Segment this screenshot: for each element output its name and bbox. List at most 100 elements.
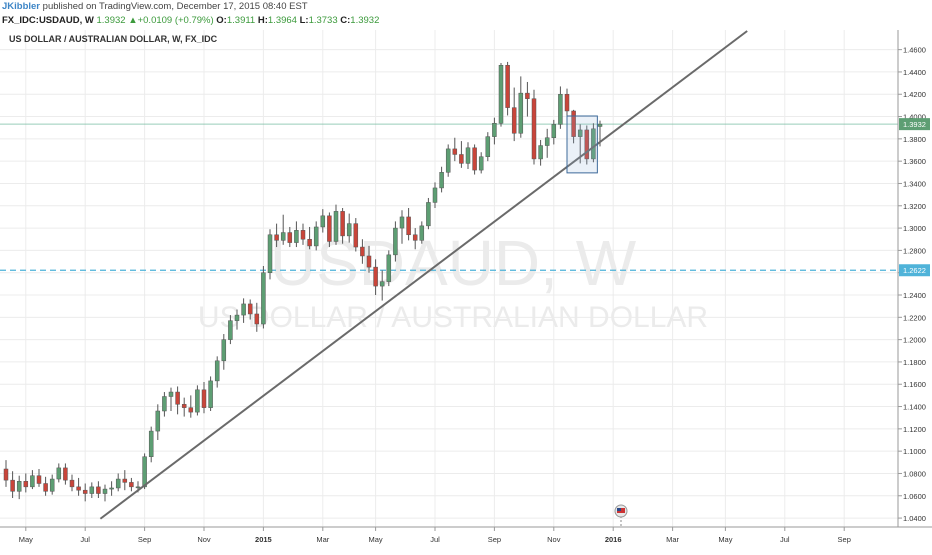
candle-up xyxy=(346,213,352,243)
candle-body xyxy=(419,225,425,241)
candle-body xyxy=(505,64,510,108)
watermark-name: US DOLLAR / AUSTRALIAN DOLLAR xyxy=(198,301,708,334)
price-tick-label: 1.4200 xyxy=(903,90,926,99)
candle-up xyxy=(294,221,299,248)
candle-body xyxy=(459,154,464,164)
low-label: L: xyxy=(299,15,309,26)
highlight-box[interactable] xyxy=(566,115,598,174)
price-tick-label: 1.1400 xyxy=(903,403,926,412)
candle-down xyxy=(353,218,359,252)
candle-up xyxy=(155,404,161,441)
candle-body xyxy=(122,478,128,483)
candle-up xyxy=(558,86,563,129)
price-tick-label: 1.0400 xyxy=(903,514,926,523)
candle-down xyxy=(472,144,477,175)
candle-down xyxy=(340,208,345,244)
candle-up xyxy=(162,392,167,417)
candle-body xyxy=(386,254,392,282)
price-tick-label: 1.2000 xyxy=(903,336,926,345)
price-tick-label: 1.1200 xyxy=(903,425,926,434)
candle-body xyxy=(478,156,484,171)
low-value: 1.3733 xyxy=(308,15,338,26)
candle-down xyxy=(63,463,68,485)
candle-body xyxy=(412,234,418,241)
candle-up xyxy=(518,76,524,138)
candle-body xyxy=(181,404,187,408)
candle-body xyxy=(465,147,471,164)
candle-up xyxy=(241,298,246,323)
candle-body xyxy=(56,467,62,480)
candle-down xyxy=(525,81,530,117)
candle-body xyxy=(168,391,174,397)
candle-body xyxy=(96,486,101,494)
author-link[interactable]: JKibbler xyxy=(2,1,41,12)
time-tick-label: May xyxy=(19,535,33,544)
candle-body xyxy=(597,123,603,127)
candle-body xyxy=(538,145,543,160)
candle-body xyxy=(280,232,286,241)
candle-body xyxy=(135,486,141,489)
price-tick-label: 1.4400 xyxy=(903,68,926,77)
candle-down xyxy=(181,397,187,417)
price-tick-label: 1.1000 xyxy=(903,447,926,456)
candle-body xyxy=(214,360,220,382)
candle-down xyxy=(327,212,332,248)
event-marker[interactable] xyxy=(614,504,628,527)
candle-body xyxy=(102,488,108,494)
price-tick-label: 1.0600 xyxy=(903,492,926,501)
chart-frame[interactable]: USDAUD, W US DOLLAR / AUSTRALIAN DOLLAR … xyxy=(0,30,932,550)
candle-body xyxy=(129,482,134,488)
price-axis[interactable]: 1.4600 1.4400 1.4200 1.4000 1.3800 1.3600 1.34… xyxy=(898,46,930,523)
candle-up xyxy=(115,473,121,492)
candle-body xyxy=(472,147,477,171)
high-value: 1.3964 xyxy=(267,15,297,26)
candle-body xyxy=(162,396,167,412)
candle-down xyxy=(3,460,9,487)
candle-down xyxy=(10,471,15,499)
candle-up xyxy=(30,470,35,490)
time-tick-label: May xyxy=(369,535,383,544)
candle-body xyxy=(241,303,246,316)
candle-body xyxy=(340,211,345,237)
time-tick-label: Sep xyxy=(488,535,501,544)
candle-body xyxy=(247,303,253,315)
watermark: USDAUD, W US DOLLAR / AUSTRALIAN DOLLAR xyxy=(198,227,708,334)
candle-body xyxy=(294,230,299,243)
candle-body xyxy=(531,98,537,160)
time-axis[interactable]: May Jul Sep Nov 2015 Mar May Jul Sep Nov 2016 Mar Ma… xyxy=(19,527,851,544)
time-tick-label: Jul xyxy=(780,535,790,544)
trendline[interactable] xyxy=(99,30,748,520)
candle-down xyxy=(412,228,418,250)
candle-up xyxy=(591,123,596,163)
candle-down xyxy=(76,477,81,496)
candle-down xyxy=(360,239,365,264)
candle-body xyxy=(498,64,504,124)
support-tag xyxy=(899,264,930,277)
candle-up xyxy=(267,229,273,280)
candle-down xyxy=(201,382,207,414)
candle-body xyxy=(379,281,385,287)
candle-body xyxy=(63,467,68,481)
candle-body xyxy=(511,107,517,134)
candle-body xyxy=(43,483,48,492)
candle-body xyxy=(148,430,154,457)
candle-down xyxy=(69,474,75,492)
candle-body xyxy=(313,226,319,247)
candle-body xyxy=(10,479,15,492)
price-tick-label: 1.1800 xyxy=(903,358,926,367)
candle-up xyxy=(485,132,491,162)
candle-body xyxy=(23,481,29,488)
candle-down xyxy=(373,259,378,296)
time-tick-label: Jul xyxy=(80,535,90,544)
candle-up xyxy=(280,214,286,245)
candle-up xyxy=(214,356,220,388)
candles[interactable] xyxy=(3,61,603,502)
candle-down xyxy=(287,226,293,248)
candle-up xyxy=(221,334,227,370)
candlestick-chart[interactable]: USDAUD, W US DOLLAR / AUSTRALIAN DOLLAR … xyxy=(0,30,932,550)
candle-up xyxy=(89,482,95,499)
candle-down xyxy=(307,226,312,250)
candle-body xyxy=(399,216,405,229)
candle-body xyxy=(584,129,590,160)
candle-body xyxy=(327,215,332,242)
